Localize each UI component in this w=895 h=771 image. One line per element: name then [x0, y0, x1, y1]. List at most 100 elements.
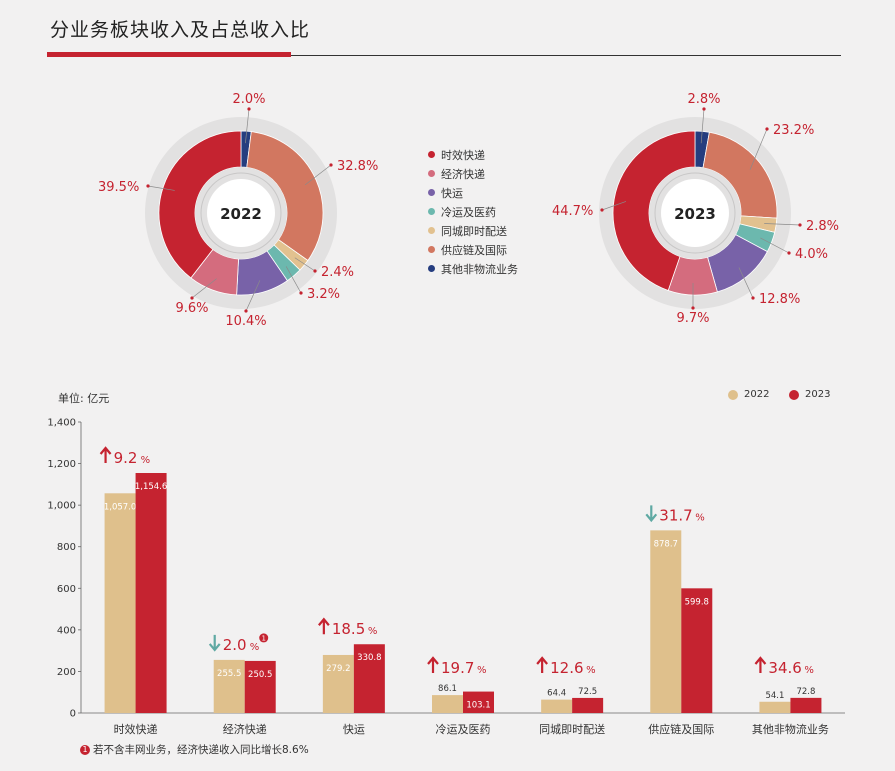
legend-label: 同城即时配送: [441, 224, 507, 238]
bar-2023: [353, 644, 385, 713]
legend-label: 其他非物流业务: [441, 262, 518, 276]
donut-slice-label: 9.6%: [175, 301, 208, 316]
bar-chart: 0 200 400 600 800 1,000 1,200 1,400 1,057.0 1,154…: [47, 418, 845, 736]
y-tick-label: 800: [57, 542, 76, 553]
donut-leader-dot: [146, 184, 150, 188]
bar-value-label: 1,154.6: [135, 482, 167, 492]
donut-slice: [612, 130, 696, 292]
donut-leader-dot: [329, 163, 333, 167]
donut-year-label: 2023: [674, 205, 716, 223]
donut-center: [661, 179, 729, 247]
donut-leader-line: [304, 164, 332, 186]
legend-dot: [428, 151, 435, 158]
legend-item: 供应链及国际: [428, 240, 518, 259]
bar-value-label: 64.4: [547, 689, 566, 699]
legend-item: 其他非物流业务: [428, 259, 518, 278]
y-tick-label: 400: [57, 625, 76, 636]
donut-leader-dot: [190, 296, 194, 300]
donut-leader-dot: [299, 291, 303, 295]
donut-leader-dot: [798, 223, 802, 227]
y-tick-label: 600: [57, 584, 76, 595]
bar-2023: [135, 473, 167, 713]
x-category-label: 经济快递: [223, 722, 267, 736]
legend-dot-2022: [728, 389, 738, 400]
legend-item: 快运: [428, 183, 518, 202]
change-unit: %: [695, 512, 705, 523]
donut-slice-label: 39.5%: [98, 180, 139, 195]
legend-label: 快运: [441, 186, 463, 200]
donut-leader-dot: [765, 127, 769, 131]
donut-slice-label: 12.8%: [759, 292, 800, 307]
donut-inner-ring-line: [654, 172, 736, 254]
change-value: 12.6: [550, 659, 583, 677]
donut-leader-line: [749, 128, 768, 170]
donut-slice-label: 4.0%: [795, 247, 828, 262]
bar-value-label: 72.8: [796, 687, 815, 697]
bar-2023: [681, 588, 713, 713]
bar-value-label: 330.8: [357, 653, 381, 663]
donut-leader-line: [700, 108, 705, 144]
bar-2023: [244, 660, 276, 713]
down-arrow-icon: [645, 505, 658, 523]
donut-leader-line: [601, 201, 627, 211]
bar-2022: [432, 695, 463, 713]
bar-value-label: 54.1: [765, 691, 784, 701]
donut-leader-line: [764, 223, 801, 226]
x-category-label: 时效快递: [114, 722, 158, 736]
donut-slice-label: 2.4%: [321, 265, 354, 280]
donut-leader-line: [147, 185, 175, 191]
donut-leader-line: [760, 237, 790, 254]
note-mark-number: 1: [261, 635, 265, 643]
up-arrow-icon: [754, 656, 767, 673]
y-tick-label: 0: [70, 709, 76, 720]
title-rule: [47, 55, 841, 56]
donut-slice-label: 23.2%: [773, 123, 814, 138]
legend-item: 时效快递: [428, 145, 518, 164]
bar-value-label: 86.1: [438, 684, 457, 694]
bar-value-label: 250.5: [248, 670, 272, 680]
down-arrow-icon: [208, 634, 221, 652]
change-unit: %: [141, 455, 151, 466]
change-unit: %: [477, 665, 487, 676]
bar-2022: [759, 701, 791, 713]
bar-2022: [104, 493, 136, 713]
y-tick-label: 1,000: [47, 501, 76, 512]
bar-legend-label-2023: 2023: [805, 389, 831, 400]
up-arrow-icon: [536, 656, 548, 673]
donut-center: [207, 179, 275, 247]
bar-legend-label-2022: 2022: [744, 389, 770, 400]
donut-leader-dot: [702, 107, 706, 111]
donut-leader-dot: [787, 251, 791, 255]
donut-chart-2023: 2.8% 23.2% 2.8% 4.0% 12.8% 9.7% 44.7% 2023: [552, 92, 839, 326]
donut-slice-label: 44.7%: [552, 204, 593, 219]
bar-value-label: 878.7: [654, 539, 678, 549]
donut-leader-line: [245, 280, 261, 312]
change-value: 31.7: [659, 506, 692, 524]
donut-leader-dot: [247, 107, 251, 111]
change-annotation: 9.2%: [99, 446, 151, 467]
up-arrow-icon: [318, 617, 330, 635]
donut-leader-dot: [691, 306, 695, 310]
donut-chart-2022: 2.0% 32.8% 2.4% 3.2% 10.4% 9.6% 39.5% 2022: [98, 92, 378, 329]
change-annotation: 18.5%: [318, 617, 378, 638]
change-unit: %: [586, 665, 596, 676]
x-category-label: 同城即时配送: [539, 722, 605, 736]
legend-dot: [428, 208, 435, 215]
change-annotation: 31.7%: [645, 505, 705, 524]
donut-leader-line: [294, 257, 316, 272]
donut-slice-label: 3.2%: [307, 287, 340, 302]
legend-label: 冷运及医药: [441, 205, 496, 219]
change-value: 18.5: [332, 620, 365, 638]
change-value: 9.2: [114, 449, 138, 467]
x-category-label: 其他非物流业务: [752, 722, 829, 736]
change-value: 2.0: [223, 636, 247, 654]
title-accent-bar: [47, 52, 291, 57]
change-annotation: 2.0 %1: [208, 633, 269, 654]
legend-dot-2023: [789, 389, 799, 400]
donut-leader-dot: [244, 309, 248, 313]
donut-leader-dot: [600, 208, 604, 212]
change-unit: %: [368, 626, 378, 637]
footnote: 1 若不含丰网业务，经济快递收入同比增长8.6%: [80, 742, 309, 757]
donut-slice-label: 32.8%: [337, 159, 378, 174]
